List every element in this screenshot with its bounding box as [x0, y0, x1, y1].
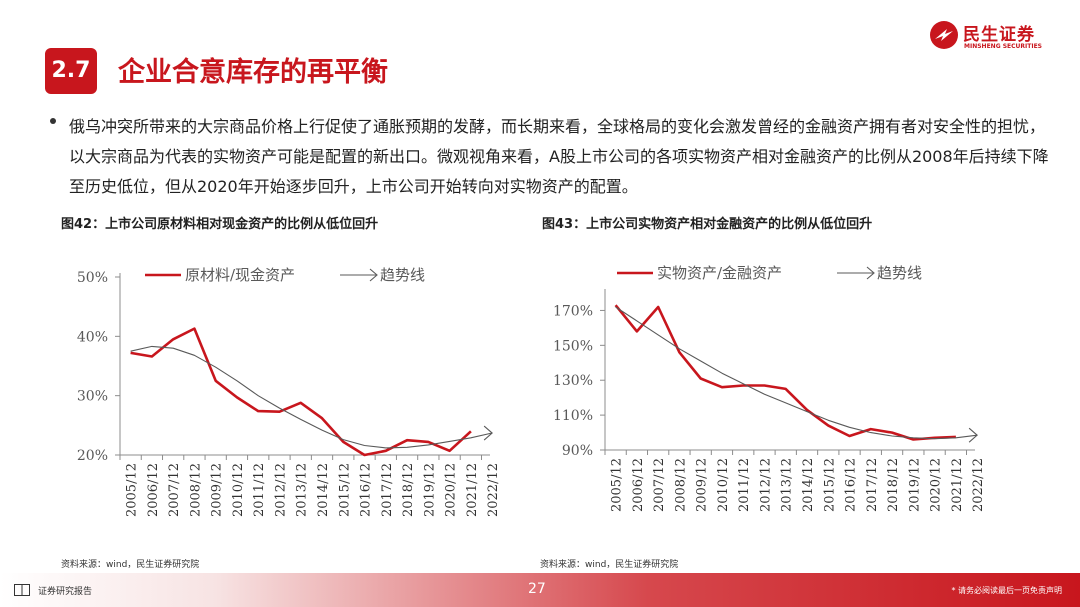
footer-bar: 证券研究报告 27 * 请务必阅读最后一页免责声明	[0, 573, 1080, 607]
figure-42-title: 图42：上市公司原材料相对现金资产的比例从低位回升	[61, 217, 379, 232]
trend-arrow-head	[968, 427, 978, 443]
x-tick-label: 2017/12	[380, 463, 395, 517]
y-tick-label: 130%	[553, 373, 593, 389]
x-tick-label: 2011/12	[252, 463, 267, 517]
x-tick-label: 2007/12	[167, 463, 182, 517]
y-tick-label: 150%	[553, 338, 593, 354]
bullet-paragraph: 俄乌冲突所带来的大宗商品价格上行促使了通胀预期的发酵，而长期来看，全球格局的变化…	[69, 117, 1049, 196]
y-tick-label: 50%	[77, 270, 108, 286]
x-tick-label: 2013/12	[295, 463, 310, 517]
x-tick-label: 2021/12	[950, 458, 965, 512]
figure-43-source: 资料来源：wind，民生证券研究院	[540, 560, 679, 570]
series-line	[614, 304, 956, 441]
x-tick-label: 2011/12	[737, 458, 752, 512]
y-tick-label: 90%	[562, 443, 593, 459]
chart-raw-materials-to-cash: 50% 40% 30% 20% 2005/12 2006/12 2007/12 2008/12…	[77, 266, 501, 517]
chart-physical-to-financial-assets: 170% 150% 130% 110% 90% 2005/12 2006/12 2007/12…	[553, 264, 986, 512]
x-tick-label: 2006/12	[146, 463, 161, 517]
footer-report-label: 证券研究报告	[38, 587, 93, 597]
y-tick-label: 40%	[77, 329, 108, 345]
book-icon	[14, 584, 30, 596]
page-number: 27	[528, 581, 546, 597]
legend-series-label: 实物资产/金融资产	[657, 264, 782, 282]
series-line	[130, 327, 472, 457]
x-tick-label: 2019/12	[422, 463, 437, 517]
legend-trend-label: 趋势线	[380, 266, 425, 284]
x-tick-label: 2016/12	[844, 458, 859, 512]
brand-name: 民生证券	[963, 25, 1035, 45]
x-tick-label: 2015/12	[822, 458, 837, 512]
x-tick-label: 2012/12	[273, 463, 288, 517]
bullet-icon	[50, 118, 56, 124]
x-tick-label: 2010/12	[231, 463, 246, 517]
legend-series-label: 原材料/现金资产	[185, 266, 295, 284]
y-tick-label: 30%	[77, 389, 108, 405]
x-tick-label: 2021/12	[465, 463, 480, 517]
x-tick-label: 2013/12	[780, 458, 795, 512]
section-number-badge: 2.7	[45, 48, 97, 94]
y-tick-label: 110%	[553, 408, 593, 424]
x-tick-label: 2020/12	[444, 463, 459, 517]
x-tick-label: 2022/12	[486, 463, 501, 517]
x-tick-label: 2006/12	[631, 458, 646, 512]
y-tick-label: 20%	[77, 448, 108, 464]
x-tick-label: 2016/12	[359, 463, 374, 517]
x-tick-label: 2005/12	[610, 458, 625, 512]
x-tick-label: 2015/12	[337, 463, 352, 517]
x-tick-label: 2008/12	[188, 463, 203, 517]
trend-line	[130, 345, 493, 449]
x-tick-label: 2005/12	[125, 463, 140, 517]
x-tick-label: 2009/12	[695, 458, 710, 512]
trend-arrow-head	[483, 425, 493, 441]
x-tick-label: 2020/12	[929, 458, 944, 512]
legend-arrow-head	[866, 266, 875, 280]
x-tick-label: 2019/12	[907, 458, 922, 512]
figure-42-source: 资料来源：wind，民生证券研究院	[61, 560, 200, 570]
footer-disclaimer: * 请务必阅读最后一页免责声明	[951, 586, 1062, 595]
legend-trend-label: 趋势线	[877, 264, 922, 282]
brand-logo-icon	[930, 21, 958, 49]
x-tick-label: 2012/12	[758, 458, 773, 512]
x-tick-label: 2014/12	[801, 458, 816, 512]
figure-43-title: 图43：上市公司实物资产相对金融资产的比例从低位回升	[542, 217, 873, 232]
x-tick-label: 2014/12	[316, 463, 331, 517]
x-tick-label: 2010/12	[716, 458, 731, 512]
section-title: 企业合意库存的再平衡	[118, 57, 388, 88]
x-tick-label: 2022/12	[971, 458, 986, 512]
x-tick-label: 2018/12	[401, 463, 416, 517]
brand-logo: 民生证券 MINSHENG SECURITIES	[929, 20, 1049, 54]
y-tick-label: 170%	[553, 303, 593, 319]
x-tick-label: 2018/12	[886, 458, 901, 512]
brand-name-en: MINSHENG SECURITIES	[964, 43, 1042, 50]
legend-arrow-head	[369, 268, 378, 282]
x-tick-label: 2007/12	[652, 458, 667, 512]
x-tick-label: 2008/12	[673, 458, 688, 512]
trend-line	[615, 306, 978, 440]
x-tick-label: 2017/12	[865, 458, 880, 512]
x-tick-label: 2009/12	[210, 463, 225, 517]
